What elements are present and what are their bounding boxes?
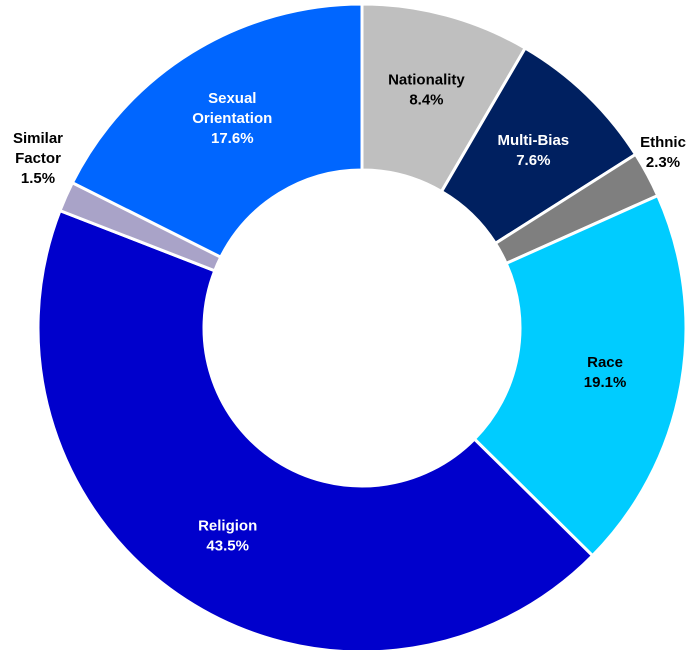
data-label-race: Race 19.1% bbox=[584, 354, 627, 391]
value-label-ethnic: 2.3% bbox=[646, 154, 680, 171]
category-label-ethnic: Ethnic bbox=[640, 134, 686, 151]
category-label-similar-factor: Similar bbox=[13, 130, 63, 147]
data-label-similar-factor: Similar Factor 1.5% bbox=[13, 130, 63, 187]
category-label-religion: Religion bbox=[198, 517, 257, 534]
slice-race bbox=[472, 193, 688, 558]
data-label-ethnic: Ethnic 2.3% bbox=[640, 134, 686, 171]
value-label-multi-bias: 7.6% bbox=[516, 152, 550, 169]
labels-layer: Nationality 8.4% Multi-Bias 7.6% Ethnic 2.3% R… bbox=[13, 72, 686, 555]
category-label-multi-bias: Multi-Bias bbox=[497, 132, 569, 149]
slice-sexual-orientation bbox=[70, 2, 364, 260]
slices-layer bbox=[36, 2, 688, 654]
data-label-nationality: Nationality 8.4% bbox=[388, 72, 465, 109]
category-label-sexual-orientation: Orientation bbox=[192, 110, 272, 127]
value-label-sexual-orientation: 17.6% bbox=[211, 130, 254, 147]
category-label-race: Race bbox=[587, 354, 623, 371]
category-label-similar-factor: Factor bbox=[15, 150, 61, 167]
data-label-religion: Religion 43.5% bbox=[198, 517, 257, 554]
value-label-nationality: 8.4% bbox=[409, 92, 443, 109]
value-label-similar-factor: 1.5% bbox=[21, 170, 55, 187]
value-label-race: 19.1% bbox=[584, 374, 627, 391]
category-label-nationality: Nationality bbox=[388, 72, 465, 89]
category-label-sexual-orientation: Sexual bbox=[208, 90, 256, 107]
data-label-multi-bias: Multi-Bias 7.6% bbox=[497, 132, 569, 169]
data-label-sexual-orientation: Sexual Orientation 17.6% bbox=[192, 90, 272, 147]
value-label-religion: 43.5% bbox=[206, 537, 249, 554]
